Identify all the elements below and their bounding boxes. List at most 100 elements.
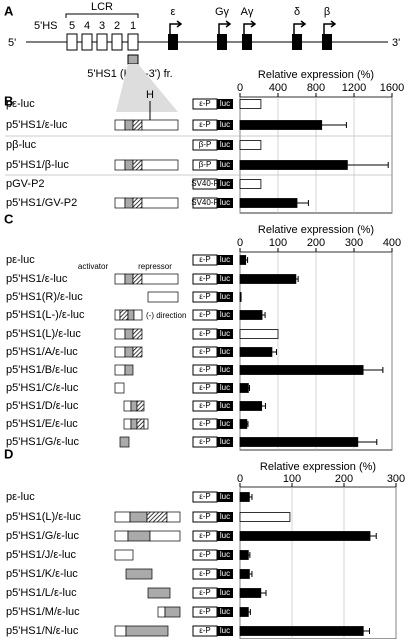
error-bar <box>246 421 249 427</box>
reporter-box: ε-P luc <box>192 400 233 412</box>
construct-segment <box>124 273 134 285</box>
row-label: p5'HS1/G/ε-luc <box>6 436 80 448</box>
row-label: p5'HS1/L/ε-luc <box>6 587 77 599</box>
luc-box <box>217 626 233 636</box>
luc-box <box>217 492 233 502</box>
luc-box <box>217 329 233 339</box>
luc-label: luc <box>220 531 230 540</box>
hs-number: 4 <box>84 20 90 32</box>
construct-segment <box>119 309 129 321</box>
construct-segment <box>147 587 171 599</box>
construct-segment <box>114 309 121 321</box>
gene-arrow <box>169 20 183 34</box>
error-bar <box>363 628 370 634</box>
construct-segment <box>130 418 138 430</box>
luc-label: luc <box>220 179 230 188</box>
bar <box>239 292 242 302</box>
error-bar <box>249 494 253 500</box>
construct-segment <box>129 511 148 523</box>
construct-segment <box>124 328 134 340</box>
bar <box>239 99 262 109</box>
x-tick-label: 1600 <box>380 82 404 94</box>
error-bar <box>295 276 299 282</box>
bar <box>239 347 273 357</box>
axis-title: Relative expression (%) <box>258 69 374 81</box>
luc-box <box>217 140 233 150</box>
reporter-box: ε-P luc <box>192 328 233 340</box>
reporter-box: ε-P luc <box>192 291 233 303</box>
row-label: pε-luc <box>6 98 35 110</box>
promoter-label: ε-P <box>199 437 211 446</box>
reporter-box: ε-P luc <box>192 418 233 430</box>
luc-label: luc <box>220 512 230 521</box>
row-label: p5'HS1/K/ε-luc <box>6 568 78 580</box>
x-tick-label: 100 <box>269 237 287 249</box>
luc-label: luc <box>220 588 230 597</box>
construct-segment <box>125 625 169 637</box>
x-tick-label: 0 <box>237 82 243 94</box>
construct-segment <box>124 346 134 358</box>
luc-box <box>217 569 233 579</box>
error-bar <box>261 403 266 409</box>
annotation: activator <box>78 262 109 271</box>
construct-segment <box>114 511 131 523</box>
construct-segment <box>124 119 134 131</box>
bar <box>239 329 279 339</box>
error-bar <box>271 349 277 355</box>
promoter-label: ε-P <box>199 419 211 428</box>
luc-label: luc <box>220 607 230 616</box>
error-bar <box>363 367 384 373</box>
reporter-box: ε-P luc <box>192 606 233 618</box>
luc-label: luc <box>220 383 230 392</box>
row-label: pGV-P2 <box>6 178 45 190</box>
construct-segment <box>136 400 145 412</box>
row-label: p5'HS1/C/ε-luc <box>6 382 79 394</box>
construct-segment <box>132 119 143 131</box>
construct-segment <box>141 273 179 285</box>
fragment-box <box>127 54 139 65</box>
row-label: p5'HS1/E/ε-luc <box>6 418 78 430</box>
panel-label: C <box>4 211 14 226</box>
error-bar <box>245 257 249 263</box>
bar <box>239 401 263 411</box>
construct-segment <box>114 364 126 376</box>
construct-segment <box>132 346 143 358</box>
promoter-label: ε-P <box>199 120 211 129</box>
reporter-box: ε-P luc <box>192 346 233 358</box>
construct-segment <box>114 197 126 209</box>
bar <box>239 569 250 579</box>
construct-segment <box>114 119 126 131</box>
construct-segment <box>114 273 126 285</box>
row-label: pε-luc <box>6 491 35 503</box>
bar <box>239 626 364 636</box>
hs-number: 3 <box>99 20 105 32</box>
row-label: p5'HS1/D/ε-luc <box>6 400 79 412</box>
bar <box>239 140 262 150</box>
luc-label: luc <box>220 120 230 129</box>
luc-box <box>217 347 233 357</box>
promoter-label: ε-P <box>199 255 211 264</box>
hs-site <box>96 33 108 51</box>
luc-label: luc <box>220 492 230 501</box>
construct-segment <box>141 159 179 171</box>
construct-segment <box>123 400 132 412</box>
lcr-bracket <box>65 13 139 18</box>
construct-segment <box>123 418 132 430</box>
row-label: p5'HS1/β-luc <box>6 159 69 171</box>
promoter-label: ε-P <box>199 550 211 559</box>
gene-label: δ <box>294 6 300 18</box>
x-tick-label: 400 <box>269 82 287 94</box>
promoter-label: ε-P <box>199 292 211 301</box>
reporter-box: ε-P luc <box>192 98 233 110</box>
error-bar <box>297 200 309 206</box>
error-bar <box>262 312 266 318</box>
x-tick-label: 200 <box>307 237 325 249</box>
plot-frame <box>239 486 397 639</box>
row-label: p5'HS1(L)/ε-luc <box>6 511 81 523</box>
gene <box>322 34 332 50</box>
error-bar <box>260 590 267 596</box>
hs-number: 1 <box>130 20 136 32</box>
construct-segment <box>114 328 126 340</box>
gene-arrow <box>293 20 307 34</box>
construct-segment <box>132 197 143 209</box>
